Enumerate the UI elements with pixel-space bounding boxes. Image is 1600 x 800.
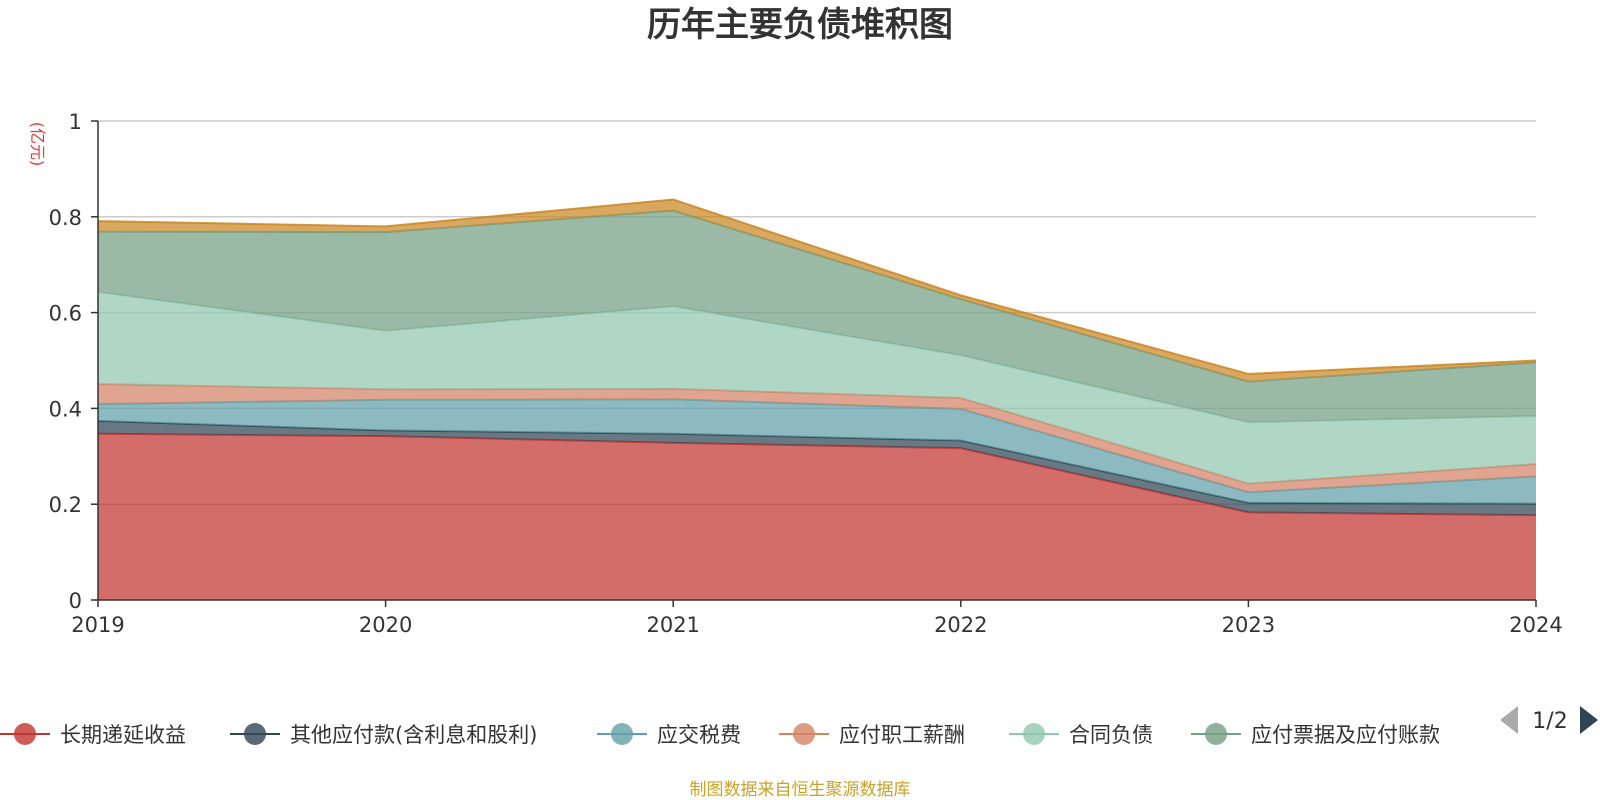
y-tick-label-1: 0.2 [49,493,82,517]
legend-marker-4 [1023,723,1045,745]
x-tick-label-1: 2020 [359,613,412,637]
x-tick-label-5: 2024 [1509,613,1562,637]
area-series-2 [98,399,1536,504]
legend-marker-3 [793,723,815,745]
line-series-6 [97,198,1537,375]
legend-pager: 1/2 [1500,706,1598,734]
legend-label-1: 其他应付款(含利息和股利) [290,723,537,747]
axes: 0 0.2 0.4 0.6 0.8 1 2019 2020 2021 2022 2023 2024 [49,110,1563,637]
legend-item-4[interactable]: 合同负债 [1009,723,1153,747]
y-tick-label-0: 0 [69,589,82,613]
y-axis-unit-label: (亿元) [28,122,47,167]
legend-item-3[interactable]: 应付职工薪酬 [779,723,965,747]
y-tick-label-3: 0.6 [49,302,82,326]
legend-label-2: 应交税费 [657,723,741,747]
legend-item-0[interactable]: 长期递延收益 [0,723,186,747]
legend-marker-2 [611,723,633,745]
x-tick-label-2: 2021 [646,613,699,637]
legend-item-5[interactable]: 应付票据及应付账款 [1191,723,1440,747]
legend-label-0: 长期递延收益 [60,723,186,747]
y-tick-label-2: 0.4 [49,397,82,421]
legend: 长期递延收益 其他应付款(含利息和股利) 应交税费 应付职工薪酬 合同负债 应付票据及应付… [0,723,1440,747]
area-series-4 [98,292,1536,484]
legend-marker-5 [1205,723,1227,745]
y-tick-label-5: 1 [69,110,82,134]
legend-item-1[interactable]: 其他应付款(含利息和股利) [230,723,537,747]
area-series-5 [98,210,1536,423]
legend-marker-1 [244,723,266,745]
line-series-4 [97,291,1537,424]
legend-label-5: 应付票据及应付账款 [1251,723,1440,747]
legend-item-2[interactable]: 应交税费 [597,723,741,747]
area-series-1 [98,420,1536,516]
triangle-left-icon[interactable] [1500,706,1518,734]
triangle-right-icon[interactable] [1580,706,1598,734]
stacked-areas [97,198,1537,600]
legend-items: 长期递延收益 其他应付款(含利息和股利) 应交税费 应付职工薪酬 合同负债 应付票据及应付… [0,723,1440,747]
x-tick-label-3: 2022 [934,613,987,637]
chart-title: 历年主要负债堆积图 [647,5,953,45]
area-series-0 [98,433,1536,600]
x-tick-label-4: 2023 [1222,613,1275,637]
legend-label-4: 合同负债 [1069,723,1153,747]
source-note: 制图数据来自恒生聚源数据库 [690,780,911,800]
area-series-3 [98,383,1536,493]
legend-marker-0 [14,723,36,745]
y-tick-label-4: 0.8 [49,206,82,230]
x-tick-label-0: 2019 [71,613,124,637]
legend-page-indicator: 1/2 [1532,709,1567,734]
legend-label-3: 应付职工薪酬 [839,723,965,747]
